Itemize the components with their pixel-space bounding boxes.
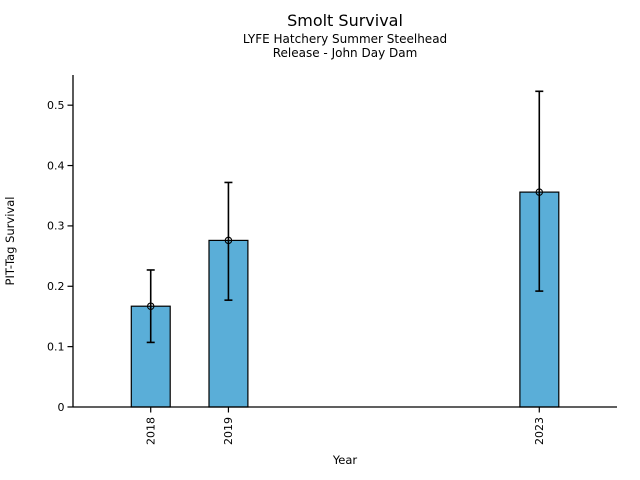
y-tick-label-0.4: 0.4 xyxy=(47,159,65,172)
chart-subtitle-line1: LYFE Hatchery Summer Steelhead xyxy=(243,32,447,46)
chart-title: Smolt Survival xyxy=(287,11,403,30)
chart-subtitle-line2: Release - John Day Dam xyxy=(273,46,418,60)
y-tick-label-0.5: 0.5 xyxy=(47,99,65,112)
y-tick-label-0: 0 xyxy=(58,401,65,414)
y-tick-label-0.1: 0.1 xyxy=(47,340,65,353)
x-tick-label-2023: 2023 xyxy=(533,417,546,445)
x-axis-label: Year xyxy=(332,453,358,467)
point-marker-2019 xyxy=(224,236,233,245)
x-tick-label-2019: 2019 xyxy=(222,417,235,445)
point-marker-2023 xyxy=(535,188,544,196)
x-tick-label-2018: 2018 xyxy=(145,417,158,445)
plot-area: 0 0.1 0.2 0.3 0.4 0.5 2018 2019 2023 xyxy=(47,75,617,445)
y-tick-label-0.3: 0.3 xyxy=(47,220,65,233)
y-tick-label-0.2: 0.2 xyxy=(47,280,65,293)
y-axis-label: PIT-Tag Survival xyxy=(3,197,17,286)
point-marker-2018 xyxy=(146,302,155,310)
